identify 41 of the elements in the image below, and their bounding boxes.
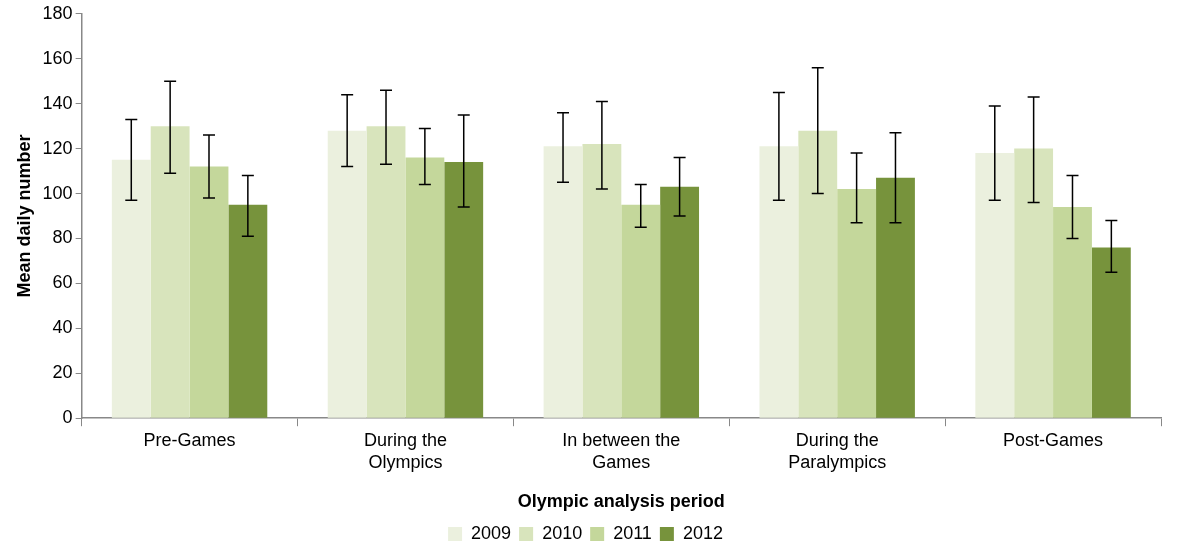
bar (1091, 247, 1131, 418)
y-axis-title: Mean daily number (13, 134, 34, 298)
bar (837, 189, 877, 418)
y-tick-label: 60 (52, 272, 73, 293)
bar (660, 186, 700, 418)
x-tick-label: During the Olympics (363, 429, 447, 472)
bar (366, 126, 406, 418)
bar (975, 153, 1015, 418)
bar (1053, 207, 1092, 418)
y-tick-label: 20 (52, 362, 73, 383)
x-axis-title: Olympic analysis period (517, 491, 725, 512)
bar (1014, 148, 1054, 418)
y-tick-label: 0 (62, 407, 73, 428)
bar (444, 162, 484, 418)
bar (621, 204, 661, 418)
bar (582, 144, 622, 418)
y-tick-label: 80 (52, 227, 73, 248)
bar (876, 177, 915, 418)
x-tick-label: During the Paralympics (788, 429, 887, 472)
legend-label: 2009 (471, 522, 512, 543)
y-tick-label: 160 (42, 47, 73, 68)
bar (543, 146, 583, 418)
y-tick-label: 40 (52, 317, 73, 338)
bar (759, 146, 799, 418)
legend-label: 2011 (613, 522, 652, 543)
bar (189, 166, 229, 418)
y-tick-label: 120 (42, 137, 73, 158)
bar (798, 130, 838, 418)
bar (327, 130, 367, 418)
legend-label: 2010 (542, 522, 583, 543)
y-tick-label: 140 (42, 92, 73, 113)
bar (228, 204, 268, 418)
bar (111, 159, 151, 418)
legend-label: 2012 (682, 522, 723, 543)
x-tick-label: Pre-Games (143, 429, 236, 450)
bar (150, 126, 190, 418)
y-tick-label: 100 (42, 182, 73, 203)
bar (405, 157, 445, 418)
x-tick-label: Post-Games (1003, 429, 1104, 450)
y-tick-label: 180 (42, 2, 73, 23)
x-tick-label: In between the Games (562, 429, 681, 472)
